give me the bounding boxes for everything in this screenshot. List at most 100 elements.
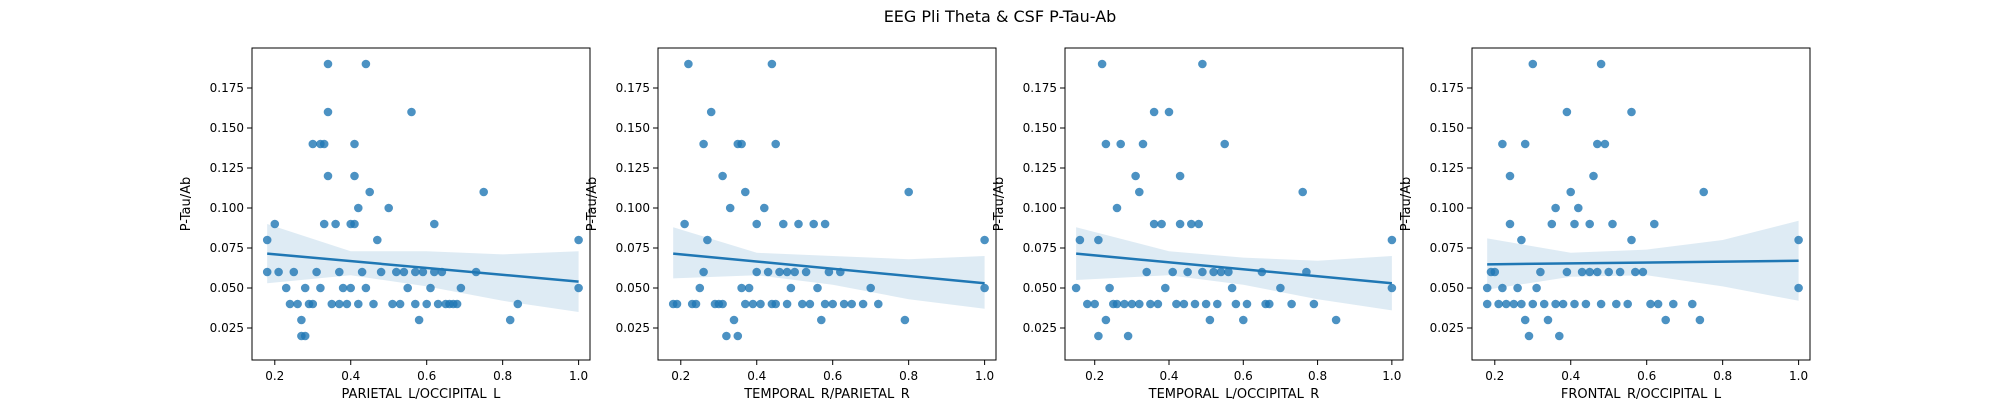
data-point	[262, 267, 272, 277]
data-point	[1604, 267, 1613, 277]
data-point	[733, 331, 743, 341]
data-point	[316, 283, 325, 293]
data-point	[1149, 107, 1159, 117]
data-point	[1653, 299, 1663, 309]
data-point	[403, 283, 413, 293]
x-axis-label: TEMPORAL_R/PARIETAL_R	[743, 387, 910, 400]
data-point	[699, 267, 708, 277]
y-tick-label: 0.100	[210, 201, 244, 215]
data-point	[737, 139, 746, 149]
data-point	[684, 59, 693, 69]
y-axis-label: P-Tau/Ab	[1399, 177, 1414, 232]
data-point	[1331, 315, 1341, 325]
data-point	[1123, 331, 1133, 341]
data-point	[1482, 299, 1492, 309]
data-point	[786, 283, 796, 293]
data-point	[1198, 267, 1207, 277]
data-point	[1600, 139, 1610, 149]
y-tick-label: 0.175	[1023, 81, 1057, 95]
data-point	[323, 59, 333, 69]
data-point	[1593, 267, 1602, 277]
regression-line	[1487, 259, 1799, 266]
data-point	[820, 219, 830, 229]
x-tick-label: 0.6	[823, 369, 842, 383]
y-tick-label: 0.025	[210, 321, 244, 335]
data-point	[1509, 299, 1519, 309]
data-point	[1205, 315, 1215, 325]
x-tick-label: 0.4	[341, 369, 360, 383]
y-tick-label: 0.025	[616, 321, 650, 335]
data-point	[1558, 299, 1568, 309]
data-point	[1112, 299, 1122, 309]
data-point	[1650, 219, 1659, 229]
y-tick-label: 0.125	[1023, 161, 1057, 175]
y-tick-label: 0.175	[210, 81, 244, 95]
data-point	[289, 267, 299, 277]
y-tick-label: 0.150	[1430, 121, 1464, 135]
axes-frame	[657, 47, 997, 361]
data-point	[760, 203, 769, 213]
data-point	[1566, 187, 1575, 197]
data-point	[1164, 107, 1174, 117]
data-point	[327, 299, 337, 309]
data-point	[1695, 315, 1705, 325]
data-point	[741, 187, 750, 197]
data-point	[1615, 267, 1625, 277]
data-point	[338, 283, 348, 293]
data-point	[293, 299, 302, 309]
data-point	[1220, 139, 1229, 149]
data-point	[369, 299, 378, 309]
data-point	[350, 171, 359, 181]
data-point	[1101, 315, 1111, 325]
y-tick-label: 0.125	[210, 161, 244, 175]
data-point	[411, 267, 420, 277]
data-point	[1149, 219, 1159, 229]
data-point	[300, 283, 310, 293]
data-point	[426, 283, 435, 293]
data-point	[782, 299, 792, 309]
data-point	[1112, 203, 1122, 213]
data-point	[513, 299, 523, 309]
data-point	[1699, 187, 1708, 197]
data-point	[350, 139, 359, 149]
data-point	[1094, 331, 1103, 341]
data-point	[1083, 299, 1092, 309]
data-point	[407, 107, 416, 117]
x-tick-label: 1.0	[975, 369, 994, 383]
x-tick-label: 1.0	[1382, 369, 1401, 383]
x-tick-label: 0.2	[265, 369, 284, 383]
x-tick-label: 0.4	[1159, 369, 1178, 383]
data-point	[1498, 139, 1507, 149]
data-point	[1071, 283, 1081, 293]
data-point	[1242, 299, 1252, 309]
data-point	[1131, 171, 1140, 181]
data-point	[1494, 299, 1503, 309]
x-tick-label: 0.4	[747, 369, 766, 383]
data-point	[1608, 219, 1617, 229]
x-tick-label: 1.0	[1789, 369, 1808, 383]
data-point	[433, 299, 443, 309]
y-tick-label: 0.050	[616, 281, 650, 295]
data-point	[752, 267, 761, 277]
data-point	[1631, 267, 1640, 277]
axes-frame	[1064, 47, 1404, 361]
data-point	[1227, 283, 1237, 293]
data-point	[335, 299, 344, 309]
data-point	[1201, 299, 1211, 309]
data-point	[1482, 283, 1492, 293]
data-point	[1638, 267, 1648, 277]
data-point	[1161, 283, 1170, 293]
data-point	[1168, 267, 1177, 277]
data-point	[319, 139, 329, 149]
data-point	[452, 299, 462, 309]
y-tick-label: 0.100	[616, 201, 650, 215]
data-point	[722, 331, 731, 341]
y-tick-label: 0.025	[1023, 321, 1057, 335]
data-point	[1627, 107, 1636, 117]
data-point	[346, 283, 356, 293]
axes-frame	[251, 47, 591, 361]
y-tick-label: 0.050	[1023, 281, 1057, 295]
axes-frame	[1471, 47, 1811, 361]
data-point	[695, 283, 705, 293]
data-point	[779, 219, 788, 229]
